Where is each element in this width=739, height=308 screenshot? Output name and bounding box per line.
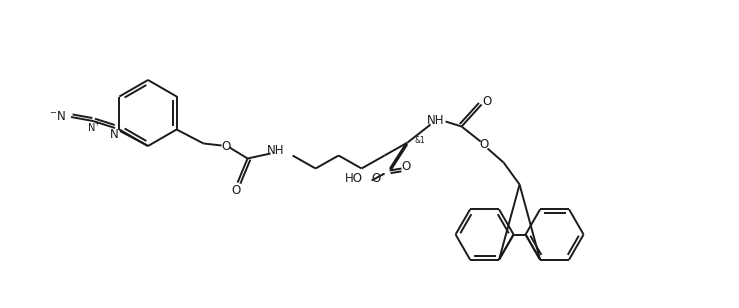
Text: O: O	[231, 184, 240, 197]
Text: N$^{+}$: N$^{+}$	[87, 120, 101, 134]
Text: $^{-}$N: $^{-}$N	[49, 110, 66, 123]
Text: N: N	[109, 128, 118, 140]
Text: O: O	[401, 160, 410, 173]
Text: NH: NH	[427, 114, 444, 127]
Text: O: O	[482, 95, 491, 108]
Text: HO: HO	[344, 172, 363, 185]
Text: O: O	[371, 172, 380, 185]
Text: NH: NH	[267, 144, 285, 157]
Text: O: O	[479, 138, 488, 151]
Text: &1: &1	[415, 136, 426, 145]
Text: O: O	[221, 140, 231, 153]
